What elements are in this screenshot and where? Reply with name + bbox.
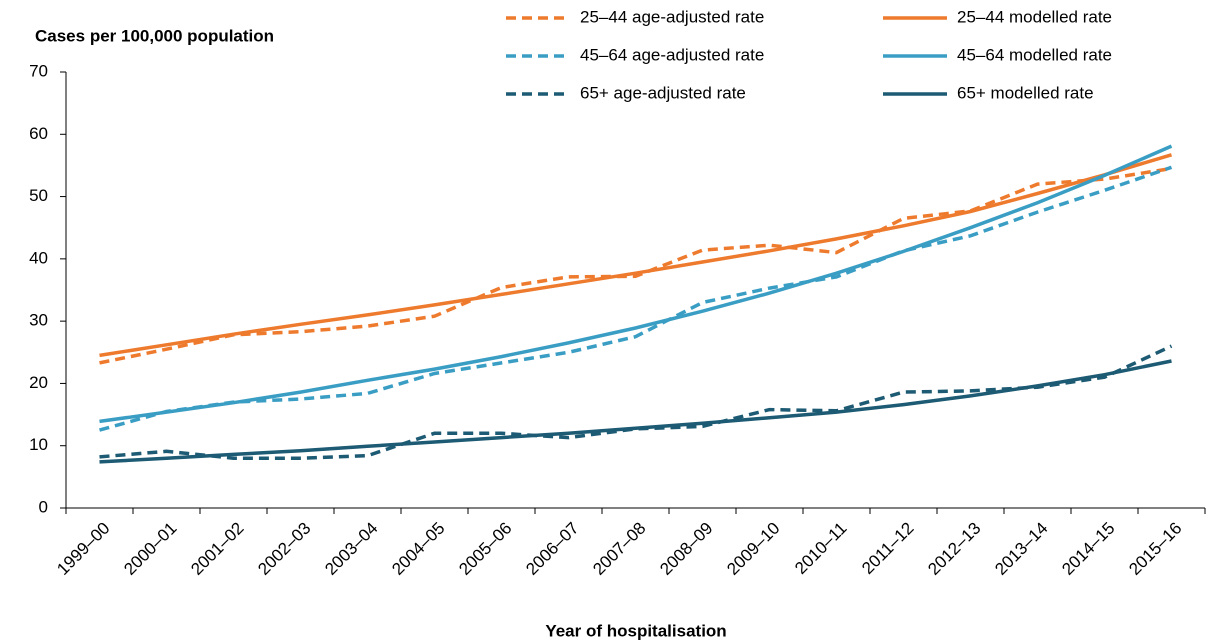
x-tick-label: 2013–14 [991,519,1051,579]
legend-label: 45–64 modelled rate [957,45,1112,64]
series-line [99,153,1173,358]
x-tick-label: 2003–04 [321,519,381,579]
y-tick-label: 60 [29,124,48,143]
y-tick-label: 10 [29,435,48,454]
y-tick-label: 40 [29,248,48,267]
x-tick-label: 2009–10 [723,519,783,579]
y-tick-label: 70 [29,61,48,80]
legend-label: 25–44 modelled rate [957,7,1112,26]
y-tick-label: 30 [29,311,48,330]
x-tick-label: 2012–13 [924,519,984,579]
series-line [99,165,1173,432]
y-tick-label: 0 [39,497,48,516]
y-tick-label: 20 [29,373,48,392]
series-line [99,166,1172,365]
series-line [99,344,1173,460]
x-tick-label: 1999–00 [53,519,113,579]
y-axis-title: Cases per 100,000 population [35,26,274,45]
legend-label: 25–44 age-adjusted rate [580,7,764,26]
legend-label: 65+ age-adjusted rate [580,83,746,102]
y-tick-label: 50 [29,186,48,205]
series-line [99,144,1173,424]
x-axis-title: Year of hospitalisation [545,621,726,640]
x-tick-label: 2014–15 [1058,519,1118,579]
x-tick-label: 2005–06 [455,519,515,579]
x-tick-label: 2011–12 [858,519,917,578]
series-line [99,359,1172,464]
legend-label: 65+ modelled rate [957,83,1094,102]
x-tick-label: 2015–16 [1125,519,1185,579]
x-tick-label: 2010–11 [791,519,850,578]
x-tick-label: 2006–07 [522,519,582,579]
x-tick-label: 2000–01 [120,519,180,579]
x-tick-label: 2002–03 [254,519,314,579]
x-tick-label: 2001–02 [187,519,247,579]
legend-label: 45–64 age-adjusted rate [580,45,764,64]
x-tick-label: 2008–09 [656,519,716,579]
x-tick-label: 2007–08 [589,519,649,579]
x-tick-label: 2004–05 [388,519,448,579]
